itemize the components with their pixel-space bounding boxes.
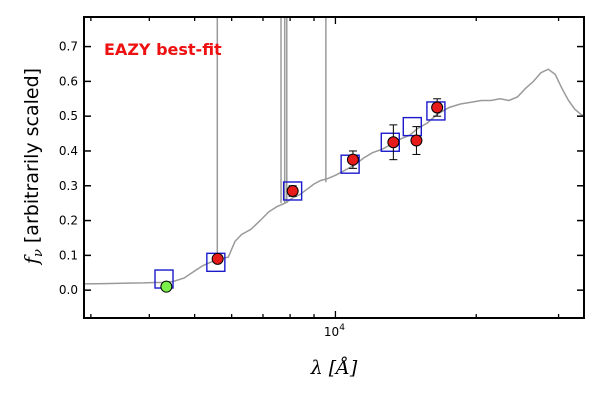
- y-tick-label: 0.2: [59, 214, 78, 228]
- y-axis-label: fν [arbitrarily scaled]: [21, 68, 46, 266]
- template-line: [84, 68, 584, 285]
- axes-box: [83, 16, 585, 319]
- emission-lines: [216, 17, 327, 263]
- upper-limit-point: [160, 280, 173, 293]
- y-tick-label: 0.0: [59, 283, 78, 297]
- x-axis-ticks: 104: [90, 17, 560, 339]
- observed-point: [346, 153, 359, 166]
- y-tick-label: 0.3: [59, 179, 78, 193]
- template-spectrum: [84, 68, 584, 285]
- annotation-label: EAZY best-fit: [104, 40, 222, 59]
- observed-point: [410, 134, 423, 147]
- y-axis-text: [arbitrarily scaled]: [21, 68, 43, 249]
- y-tick-label: 0.5: [59, 109, 78, 123]
- y-tick-label: 0.7: [59, 40, 78, 54]
- model-box: [282, 181, 303, 201]
- plot-frame: [83, 16, 585, 319]
- y-axis-ticks: 0.0 0.1 0.2 0.3 0.4 0.5 0.6 0.7: [59, 40, 584, 297]
- y-tick-label: 0.1: [59, 248, 78, 262]
- y-tick-label: 0.4: [59, 144, 78, 158]
- y-axis-sub: ν: [31, 249, 46, 257]
- y-tick-label: 0.6: [59, 74, 78, 88]
- model-box: [402, 116, 422, 137]
- observed-point: [431, 101, 444, 114]
- observed-point: [387, 136, 400, 149]
- observed-fluxes: [160, 101, 444, 293]
- x-axis-unit: [Å]: [329, 357, 358, 379]
- x-axis-label: λ [Å]: [310, 357, 358, 379]
- observed-point: [211, 252, 224, 265]
- x-tick-label: 104: [324, 323, 345, 339]
- observed-point: [286, 184, 299, 197]
- x-axis-symbol: λ: [310, 357, 323, 379]
- y-axis-symbol: f: [21, 254, 43, 266]
